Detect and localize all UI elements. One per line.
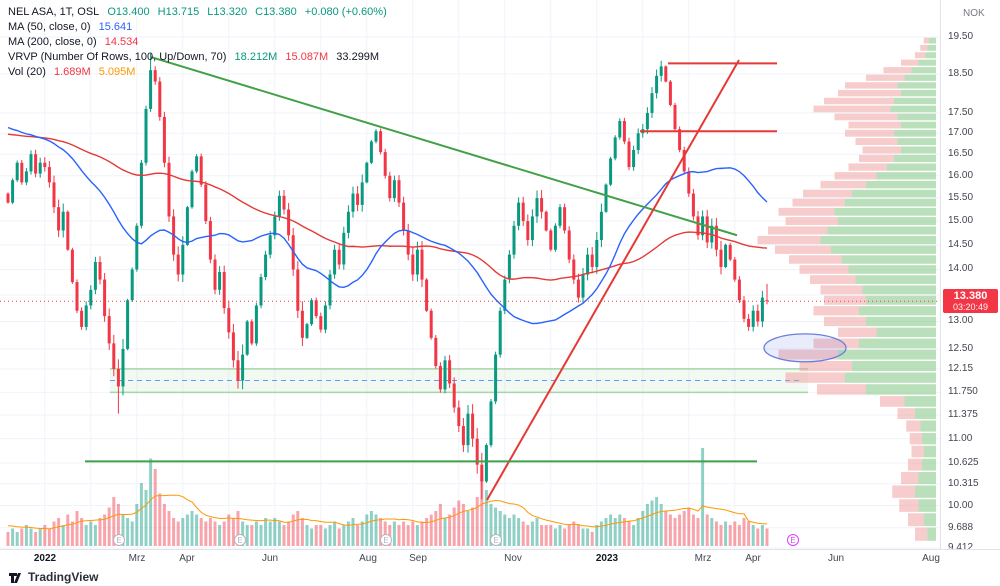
price-axis[interactable]: NOK 13.380 03:20:49 19.50 18.50 17.50 17.00…	[940, 0, 1000, 553]
legend-ma200-row[interactable]: MA (200, close, 0) 14.534	[8, 35, 392, 50]
time-label-year: 2022	[33, 553, 57, 564]
legend: NEL ASA, 1T, OSL O13.400 H13.715 L13.320…	[8, 5, 392, 80]
volume-ma-line	[7, 494, 768, 530]
ma50-line[interactable]	[7, 126, 768, 325]
candles[interactable]	[6, 53, 769, 500]
symbol-title[interactable]: NEL ASA, 1T, OSL	[8, 6, 100, 18]
price-tick: 15.50	[948, 192, 974, 204]
change-value: +0.080 (+0.60%)	[304, 6, 387, 18]
price-tick: 18.50	[948, 67, 974, 79]
volume-profile	[757, 37, 936, 541]
support-channel[interactable]	[110, 368, 808, 394]
svg-text:E: E	[383, 536, 388, 545]
time-label-month: Aug	[359, 553, 377, 564]
last-price-value: 13.380	[953, 290, 988, 303]
price-tick: 13.00	[948, 315, 974, 327]
volume-ma-value: 5.095M	[98, 66, 136, 78]
vrvp-label[interactable]: VRVP (Number Of Rows, 100, Up/Down, 70)	[8, 51, 227, 63]
ma200-value: 14.534	[104, 36, 139, 48]
ellipse-annotation[interactable]	[763, 333, 847, 363]
time-label-month: Aug	[922, 553, 940, 564]
price-tick: 11.750	[948, 386, 978, 398]
legend-symbol-row[interactable]: NEL ASA, 1T, OSL O13.400 H13.715 L13.320…	[8, 5, 392, 20]
price-tick: 14.00	[948, 263, 974, 275]
price-tick: 10.625	[948, 457, 979, 468]
price-tick: 16.50	[948, 148, 974, 160]
ohlc-high: H13.715	[157, 6, 200, 18]
ma200-line[interactable]	[7, 133, 768, 281]
time-label-month: Apr	[745, 553, 761, 564]
ma200-label[interactable]: MA (200, close, 0)	[8, 36, 97, 48]
ohlc-close: C13.380	[255, 6, 297, 18]
volume-bars	[6, 448, 769, 546]
bottom-bar: TradingView	[0, 568, 1000, 586]
last-price-badge: 13.380 03:20:49	[943, 289, 998, 314]
price-tick: 14.50	[948, 238, 974, 250]
price-tick: 10.315	[948, 477, 979, 489]
price-tick: 12.50	[948, 342, 974, 354]
price-pane[interactable]: E E E E E NEL ASA, 1T, OSL O13.400 H13.715 L…	[0, 0, 940, 549]
time-label-month: Mrz	[694, 553, 712, 564]
ma50-value: 15.641	[98, 21, 133, 33]
grid	[0, 0, 940, 549]
svg-text:E: E	[790, 536, 795, 545]
time-axis[interactable]: 2022 Mrz Apr Jun Aug Sep Nov 2023 Mrz Apr Jun Aug	[0, 549, 1000, 569]
price-tick: 9.412	[948, 542, 974, 554]
volume-value: 1.689M	[53, 66, 91, 78]
time-label-month: Sep	[409, 553, 427, 564]
time-label-month: Jun	[827, 553, 845, 564]
time-label-month: Mrz	[128, 553, 146, 564]
price-tick: 15.00	[948, 215, 974, 227]
ohlc-low: L13.320	[207, 6, 248, 18]
price-tick: 12.15	[948, 362, 974, 374]
ma50-label[interactable]: MA (50, close, 0)	[8, 21, 91, 33]
vrvp-total-value: 33.299M	[336, 51, 380, 63]
price-tick: 10.00	[948, 499, 974, 511]
price-axis-currency: NOK	[963, 8, 985, 19]
svg-text:E: E	[493, 536, 498, 545]
drawings[interactable]	[85, 56, 777, 501]
time-label-year: 2023	[595, 553, 619, 564]
time-label-month: Nov	[504, 553, 522, 564]
vrvp-down-value: 15.087M	[285, 51, 329, 63]
price-tick: 17.00	[948, 127, 974, 139]
tradingview-logo-text[interactable]: TradingView	[28, 570, 99, 584]
time-label-month: Apr	[179, 553, 195, 564]
svg-text:E: E	[116, 536, 121, 545]
vrvp-up-value: 18.212M	[234, 51, 278, 63]
price-tick: 19.50	[948, 31, 974, 42]
time-label-month: Jun	[261, 553, 279, 564]
price-tick: 17.50	[948, 106, 974, 118]
legend-volume-row[interactable]: Vol (20) 1.689M 5.095M	[8, 65, 392, 80]
volume-label[interactable]: Vol (20)	[8, 66, 46, 78]
price-tick: 11.00	[948, 432, 973, 444]
tradingview-logo-icon[interactable]	[8, 570, 23, 585]
price-tick: 11.375	[948, 409, 978, 421]
legend-vrvp-row[interactable]: VRVP (Number Of Rows, 100, Up/Down, 70) …	[8, 50, 392, 65]
legend-ma50-row[interactable]: MA (50, close, 0) 15.641	[8, 20, 392, 35]
svg-text:E: E	[237, 536, 242, 545]
ohlc-open: O13.400	[107, 6, 150, 18]
price-tick: 16.00	[948, 169, 974, 181]
price-tick: 9.688	[948, 521, 974, 533]
bar-countdown: 03:20:49	[952, 302, 989, 313]
